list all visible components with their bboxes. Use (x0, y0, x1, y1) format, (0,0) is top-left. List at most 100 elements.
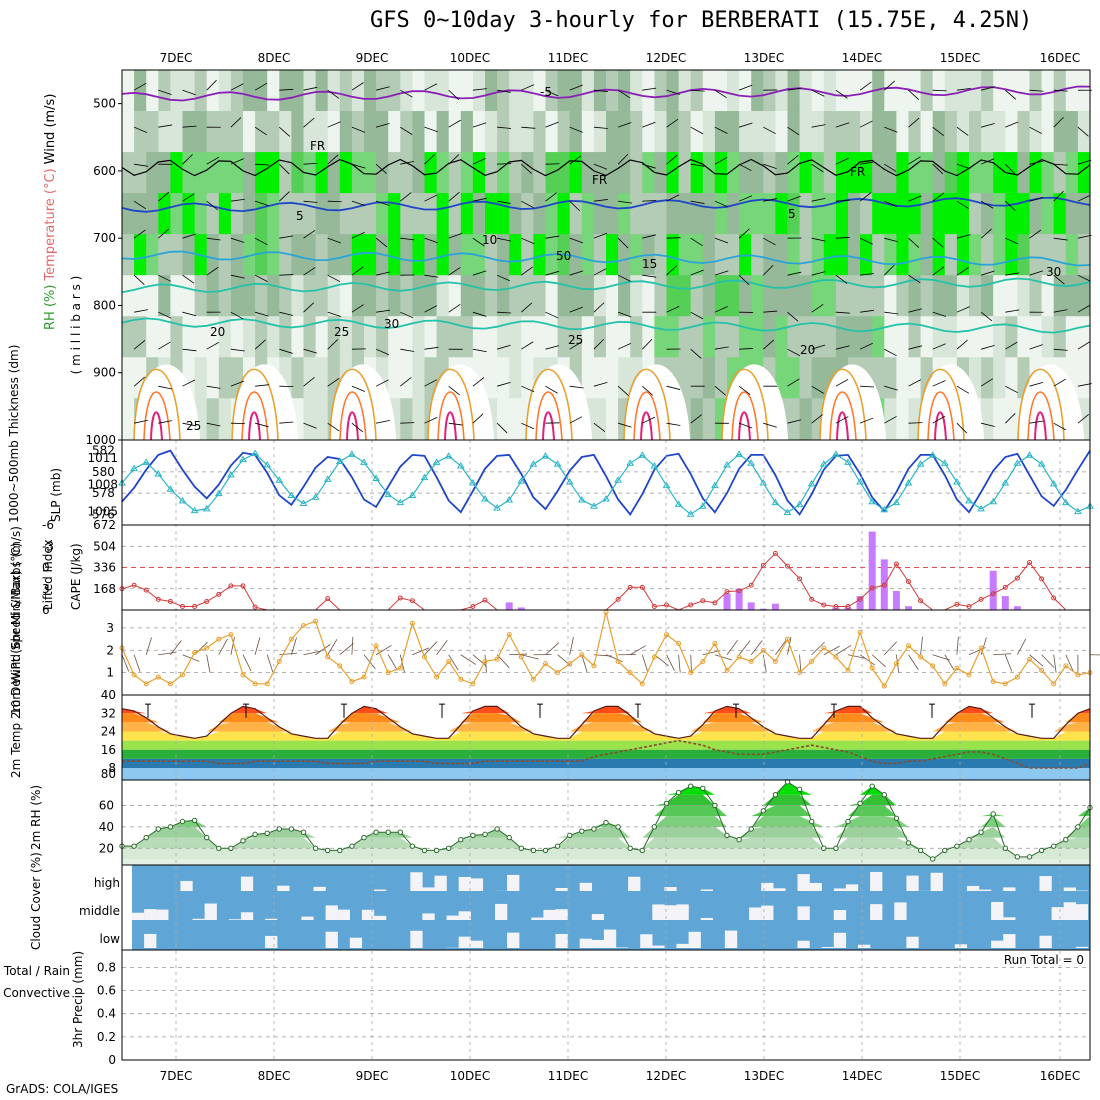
wind-barb (303, 422, 317, 429)
precip-ytick: 0.4 (97, 1007, 116, 1021)
rh-cell (872, 275, 885, 317)
isotherm-loop-35 (346, 411, 359, 441)
rh-cell (1077, 70, 1091, 112)
rh-cell (969, 111, 982, 153)
wind-barb (1005, 413, 1016, 424)
slp-point (493, 504, 501, 511)
isotherm-label: 50 (556, 249, 571, 263)
rh-point (143, 834, 149, 841)
wind-barb (1005, 272, 1020, 276)
wind-speed-point (664, 632, 669, 638)
wind-barb (327, 121, 341, 128)
wind-barb (133, 376, 146, 387)
wind-barb (133, 82, 147, 91)
wind-barb (351, 163, 366, 169)
wind-barb (859, 342, 873, 350)
rh-cell (799, 70, 813, 112)
rh-cell (194, 275, 208, 317)
rh-cell (739, 70, 752, 112)
wind-barb (908, 237, 920, 248)
rh-cell (122, 316, 135, 358)
rh-cell (956, 275, 970, 317)
cloud-cover-cell (507, 932, 520, 948)
rh-point (191, 817, 198, 824)
wind-barb (1077, 383, 1092, 387)
rh-cell (122, 234, 135, 276)
wind-barb (400, 311, 414, 319)
cloud-cover-cell (1075, 904, 1089, 920)
date-label-top: 12DEC (646, 51, 686, 65)
cloud-cover-cell (265, 918, 278, 920)
wind-10m-barb (884, 641, 898, 656)
rh-cell (485, 234, 498, 276)
cloud-cover-cell (1003, 917, 1016, 920)
rh-cell (364, 316, 377, 358)
cloud-cover-cell (845, 884, 859, 891)
rh-point (312, 845, 319, 851)
wind-barb (303, 348, 318, 354)
wind-barb (279, 126, 291, 137)
rh-cell (1053, 152, 1067, 194)
wind-speed-point (518, 654, 524, 660)
rh-cell (412, 316, 425, 358)
wind-barb (351, 266, 364, 276)
rh-cell (267, 152, 280, 194)
wind-barb (351, 200, 366, 206)
wind-barb (351, 231, 365, 239)
precip-total-label: Total / Rain (3, 964, 70, 978)
wind-speed-point (785, 636, 790, 642)
rh-point (276, 826, 282, 832)
lifted-index-point (615, 596, 621, 602)
wind-barb (1077, 194, 1091, 202)
rh-cell (122, 357, 135, 399)
rh-cell (884, 316, 897, 358)
wind-barb (327, 311, 342, 317)
wind-barb (376, 419, 390, 424)
slp-point (372, 474, 380, 481)
rh-cell (351, 70, 365, 112)
rh-cell (388, 234, 401, 276)
wind-barb (472, 237, 485, 247)
wind-barb (884, 348, 897, 357)
wind-barb (254, 200, 269, 206)
wind-barb (617, 89, 631, 99)
rh-cell (424, 357, 438, 399)
wind-barb (182, 154, 193, 165)
precip-convective-label: Convective (3, 986, 70, 1000)
lifted-index-point (821, 602, 827, 608)
rh-point (1051, 843, 1057, 849)
wind-barb (666, 118, 679, 128)
rh-cell (981, 316, 994, 358)
wind-barb (327, 422, 340, 432)
cloud-cover-cell (156, 909, 169, 920)
cloud-cover-cell (446, 915, 459, 920)
wind-barb (351, 422, 364, 433)
rh-cell (339, 234, 353, 276)
wind-barb (1053, 309, 1068, 313)
rh-cell (848, 70, 861, 112)
rh-cell (944, 275, 958, 317)
wind-barb (545, 270, 560, 276)
rh-cell (315, 398, 329, 440)
wind-barb (206, 422, 221, 427)
wind-barb (351, 304, 364, 313)
rh-cell (303, 70, 317, 112)
rh-cell (896, 275, 909, 317)
wind-barb (230, 158, 244, 165)
rh-cell (1041, 275, 1055, 317)
ua-ylabel-part: Temperature (°C) (43, 168, 58, 281)
boundary-layer-shape (820, 364, 886, 440)
rh-cell (799, 111, 813, 153)
wind-barb (521, 237, 535, 245)
cape-bar (1013, 606, 1021, 610)
rh-point (688, 783, 694, 789)
rh-point (288, 826, 295, 832)
rh-point (639, 847, 645, 854)
cloud-cover-cell (979, 889, 992, 891)
lifted-index-point (724, 589, 730, 595)
rh-cell (545, 111, 559, 153)
wind-barb (375, 122, 390, 128)
rh-cell (339, 70, 353, 112)
wind-barb (690, 348, 702, 359)
wind-barb (230, 311, 244, 320)
